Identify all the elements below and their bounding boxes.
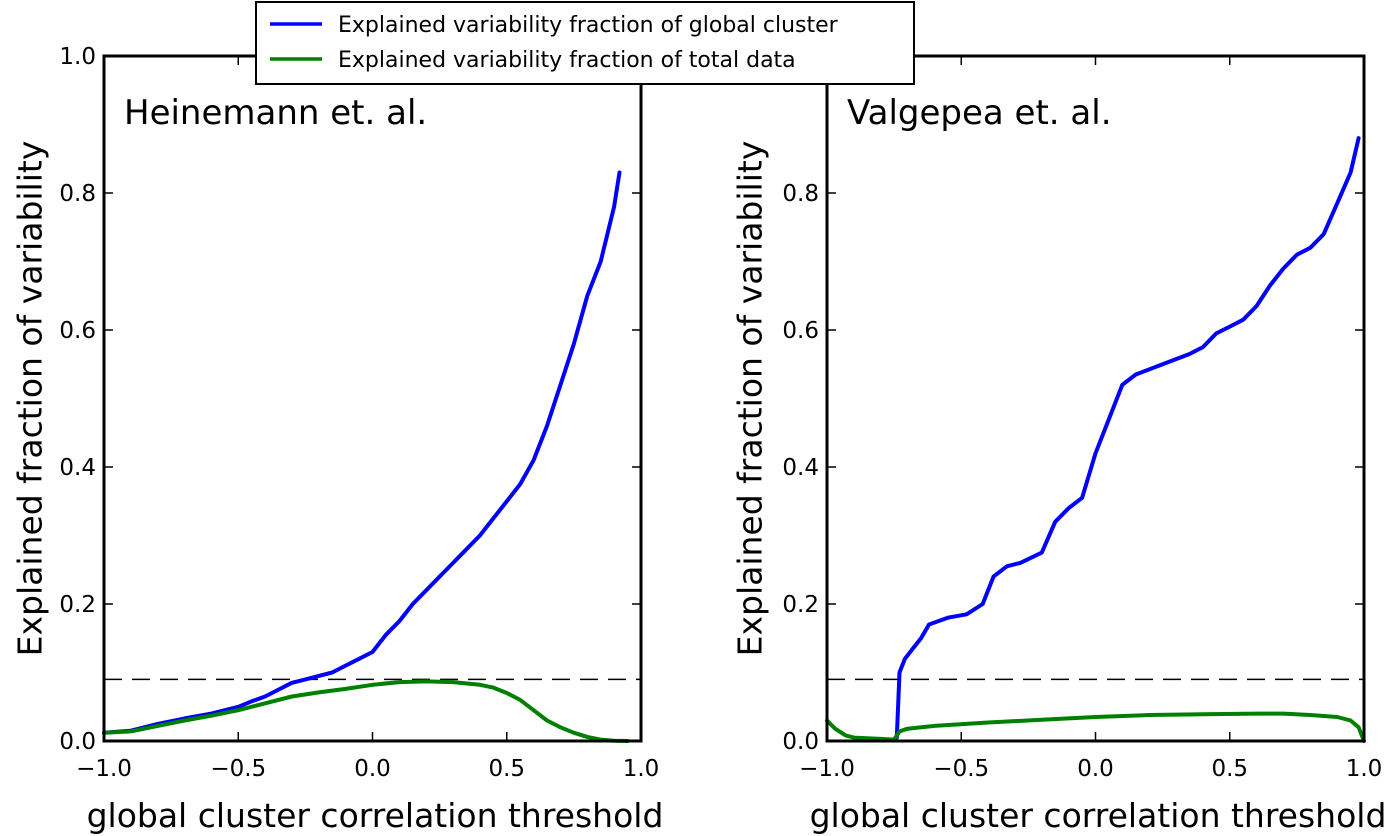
y-axis-label: Explained fraction of variability (731, 141, 770, 657)
x-axis-label: global cluster correlation threshold (810, 796, 1387, 835)
y-tick-label: 0.0 (782, 729, 819, 755)
series-line-global-cluster (894, 136, 1361, 740)
y-tick-label: 1.0 (59, 44, 96, 70)
y-tick-label: 0.4 (59, 455, 96, 481)
y-tick-label: 0.4 (782, 455, 819, 481)
panel-valgepea: −1.0 −0.5 0.0 0.5 1.0 0.0 0.2 0.4 0.6 0.8 Valgepe… (731, 54, 1387, 835)
series-line-global-cluster (102, 170, 622, 735)
x-tick-label: 0.5 (488, 756, 525, 782)
x-tick-label: −0.5 (210, 756, 266, 782)
y-tick-label: 0.2 (59, 592, 96, 618)
series-line-total-data (825, 711, 1366, 743)
series-line-total-data (102, 679, 630, 743)
x-tick-label: 0.5 (1211, 756, 1248, 782)
plot-frame (825, 54, 1366, 743)
x-tick-label: 0.0 (354, 756, 391, 782)
y-tick-label: 0.6 (782, 318, 819, 344)
x-tick-label: 0.0 (1077, 756, 1114, 782)
x-tick-label: −0.5 (933, 756, 989, 782)
panel-title: Heinemann et. al. (124, 93, 427, 133)
x-tick-label: 1.0 (1346, 756, 1383, 782)
legend-box (255, 1, 915, 85)
x-tick-label: −1.0 (799, 756, 855, 782)
y-tick-label: 0.2 (782, 592, 819, 618)
plot-frame (102, 54, 643, 743)
legend-label-total-data: Explained variability fraction of total … (338, 48, 796, 73)
y-tick-label: 0.8 (59, 181, 96, 207)
y-axis-label: Explained fraction of variability (11, 141, 50, 657)
y-tick-label: 0.8 (782, 181, 819, 207)
legend-label-global-cluster: Explained variability fraction of global… (338, 13, 839, 38)
x-tick-label: 1.0 (623, 756, 660, 782)
y-tick-label: 0.6 (59, 318, 96, 344)
y-tick-label: 0.0 (59, 729, 96, 755)
panel-heinemann: −1.0 −0.5 0.0 0.5 1.0 0.0 0.2 0.4 0.6 0.8 1.0 Hein… (11, 44, 664, 835)
panel-title: Valgepea et. al. (847, 93, 1112, 133)
legend: Explained variability fraction of global… (255, 1, 915, 85)
x-axis-label: global cluster correlation threshold (87, 796, 664, 835)
x-tick-label: −1.0 (76, 756, 132, 782)
